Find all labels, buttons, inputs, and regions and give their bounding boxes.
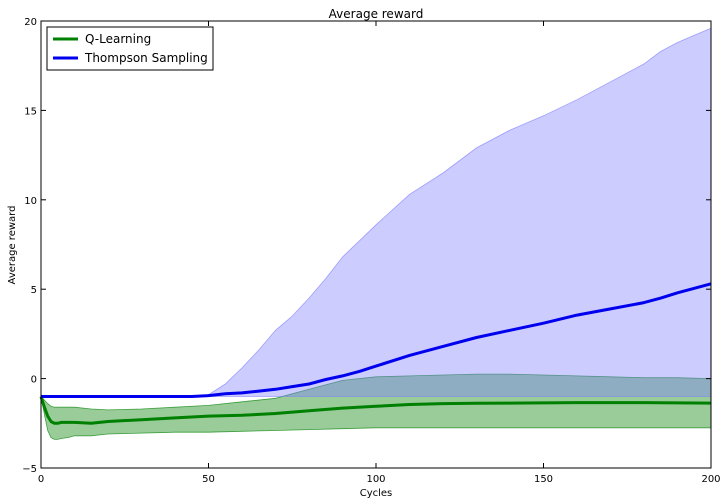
x-tick-label: 150 xyxy=(534,474,553,485)
thompson-sampling-line xyxy=(41,282,712,398)
chart-title: Average reward xyxy=(329,7,424,21)
y-axis-label: Average reward xyxy=(7,206,18,285)
x-axis: 0 50 100 150 200 xyxy=(38,21,721,485)
confidence-bands xyxy=(40,27,712,440)
legend: Q-Learning Thompson Sampling xyxy=(46,26,214,71)
y-tick-label: 0 xyxy=(31,375,37,386)
x-tick-label: 100 xyxy=(366,474,385,485)
legend-label: Q-Learning xyxy=(85,32,151,46)
y-tick-label: 15 xyxy=(24,106,37,117)
thompson-sampling-band xyxy=(41,27,712,397)
y-tick-label: 5 xyxy=(31,285,37,296)
x-tick-label: 0 xyxy=(38,474,44,485)
y-tick-label: −5 xyxy=(22,464,37,475)
legend-label: Thompson Sampling xyxy=(84,51,208,65)
y-tick-label: 10 xyxy=(24,196,37,207)
y-tick-label: 20 xyxy=(24,17,37,28)
series-lines xyxy=(39,282,712,425)
q-learning-line xyxy=(39,396,712,425)
x-tick-label: 200 xyxy=(701,474,720,485)
x-axis-label: Cycles xyxy=(360,488,393,499)
legend-box xyxy=(46,26,214,71)
y-axis: −5 0 5 10 15 20 xyxy=(22,17,711,475)
x-tick-label: 50 xyxy=(202,474,215,485)
